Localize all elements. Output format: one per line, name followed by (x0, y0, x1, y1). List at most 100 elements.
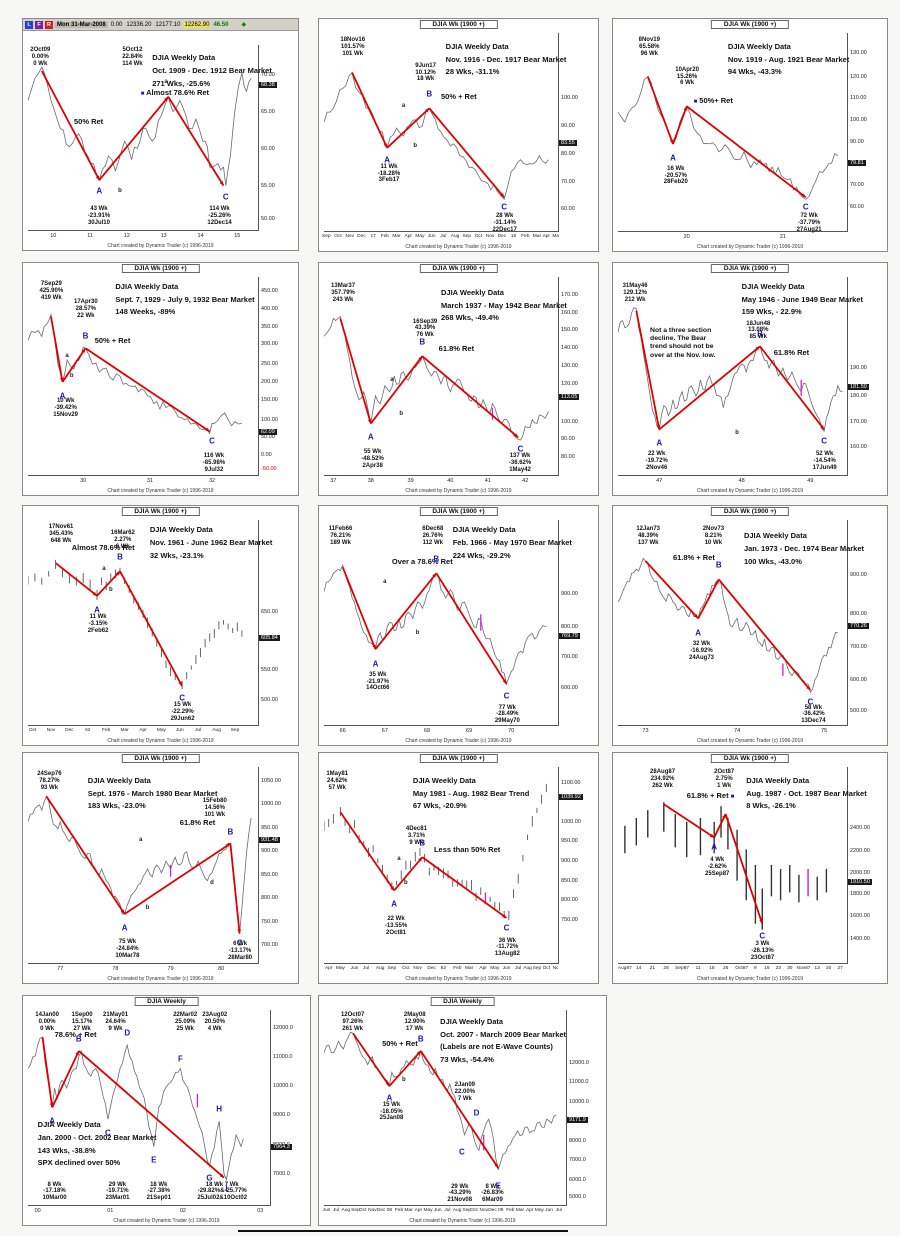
x-axis-label: Jul (515, 966, 522, 971)
price-chart (27, 1036, 244, 1182)
y-axis-label: 120.00 (850, 73, 867, 80)
x-axis-label: Ma (552, 234, 559, 239)
plot-area (27, 277, 259, 476)
y-axis-label: -50.00 (261, 466, 277, 473)
plot-area (27, 45, 259, 231)
y-axis-label: 800.00 (561, 897, 578, 904)
y-axis-label: 100.00 (261, 416, 278, 423)
plot-area (617, 33, 848, 232)
x-axis-label: Nov (46, 728, 56, 733)
y-axis-label: 8000.0 (569, 1137, 586, 1144)
toolbar-button-r[interactable]: R (45, 20, 53, 29)
x-axis-label: 00 (34, 1208, 41, 1214)
toolbar-button-l[interactable]: L (25, 20, 33, 29)
x-axis-label: 69 (466, 728, 473, 734)
x-axis-label: Aug (450, 234, 460, 239)
plot-area (323, 1010, 567, 1206)
x-axis-label: Jul (195, 728, 202, 733)
y-axis-label: 170.00 (561, 291, 578, 298)
bottom-divider-line (238, 1230, 568, 1232)
y-axis-label: 500.00 (850, 707, 867, 714)
x-axis-label: Apr (414, 1208, 423, 1213)
y-axis-label: 100.00 (850, 117, 867, 124)
y-axis-label: 160.00 (561, 309, 578, 316)
x-axis-label: Oct (28, 728, 37, 733)
x-axis-label: Sep (462, 1208, 472, 1213)
last-price-tag: 770.26 (848, 622, 869, 629)
y-axis-label: 750.00 (261, 918, 278, 925)
y-axis-label: 700.00 (261, 942, 278, 949)
y-axis-label: 950.00 (561, 838, 578, 845)
x-axis-label: May (423, 1208, 433, 1213)
y-axis-label: 160.00 (850, 444, 867, 451)
plot-area (27, 520, 259, 726)
x-axis-label: Sep (351, 1208, 360, 1213)
y-axis-label: 700.00 (850, 644, 867, 651)
chart-panel-2007: DJIA Weekly 12Oct07 97.26% 261 Wk 2May08 12.9… (318, 995, 607, 1226)
panel-title: DJIA Wk (1900 +) (121, 264, 200, 273)
panel-title: DJIA Weekly (430, 997, 495, 1006)
price-chart (27, 559, 243, 690)
y-axis-label: 400.00 (261, 305, 278, 312)
y-axis-label: 850.00 (561, 877, 578, 884)
x-axis-label: 27 (837, 966, 843, 971)
toolbar-button-f[interactable]: F (35, 20, 43, 29)
x-axis-label: Apr (542, 234, 551, 239)
x-axis-label: May (415, 234, 425, 239)
x-axis-label: 70 (508, 728, 515, 734)
x-axis-label: 77 (57, 966, 64, 972)
x-axis-label: Dec (427, 966, 436, 971)
chart-credit: Chart created by Dynamic Trader (c) 1996… (696, 244, 804, 250)
x-axis-label: Dec (357, 234, 366, 239)
quote-value: 46.50 (213, 21, 229, 28)
chart-credit: Chart created by Dynamic Trader (c) 1996… (107, 243, 214, 249)
x-axis-label: Oct (542, 966, 551, 971)
y-axis-label: 150.00 (261, 396, 278, 403)
x-axis-label: Dec (65, 728, 74, 733)
x-axis-label: Sep (322, 234, 331, 239)
chart-panel-1919: DJIA Wk (1900 +) 8Nov19 65.58% 96 Wk 10Apr20… (612, 18, 888, 252)
chart-panel-1929: DJIA Wk (1900 +) 7Sep29 425.90% 419 Wk 17Apr… (22, 262, 299, 496)
x-axis-label: Aug87 (617, 966, 632, 971)
y-axis-label: 1600.00 (850, 912, 870, 919)
last-price-tag: 62.09 (259, 429, 277, 436)
last-price-tag: 79.81 (848, 159, 866, 166)
plot-area (617, 277, 848, 476)
x-axis-label: 82 (440, 966, 446, 971)
x-axis-label: Mar (120, 728, 129, 733)
chart-credit: Chart created by Dynamic Trader (c) 1996… (107, 488, 214, 494)
x-axis-label: Feb (394, 1208, 404, 1213)
x-axis-label: Apr (139, 728, 147, 733)
chart-panel-1987: DJIA Wk (1900 +) 28Aug87 234.92% 262 Wk 2Oct… (612, 752, 888, 984)
price-chart (27, 313, 242, 435)
x-axis-label: Oct (358, 1208, 367, 1213)
chart-credit: Chart created by Dynamic Trader (c) 1996… (409, 1218, 516, 1224)
y-axis-label: 50.00 (261, 215, 275, 222)
chart-panel-1937: DJIA Wk (1900 +) 13Mar37 357.79% 243 Wk 16Se… (318, 262, 599, 496)
y-axis-label: 100.00 (561, 418, 578, 425)
x-axis-label: 21 (649, 966, 656, 971)
x-axis-label: Oct (474, 234, 483, 239)
plot-area (27, 767, 259, 964)
x-axis-label: Jul (363, 966, 370, 971)
x-axis-label: Jul (440, 234, 447, 239)
x-axis-label: Nov (479, 1208, 488, 1213)
y-axis-label: 950.00 (261, 824, 278, 831)
panel-title: DJIA Wk (1900 +) (121, 507, 200, 516)
x-axis-label: Aug (375, 966, 385, 971)
x-axis-label: 48 (738, 478, 745, 484)
last-price-tag: 1039.92 (559, 794, 583, 801)
plot-area (617, 520, 848, 726)
panel-title: DJIA Wk (1900 +) (419, 507, 498, 516)
x-axis-label: 13 (814, 966, 820, 971)
x-axis-label: Jun (427, 234, 436, 239)
chart-panel-1981: DJIA Wk (1900 +) 1May81 24.62% 57 Wk 4Dec81 3… (318, 752, 599, 984)
last-price-tag: 1910.50 (848, 878, 872, 885)
last-price-tag: 113.05 (559, 393, 580, 400)
price-chart (323, 1031, 557, 1171)
chart-credit: Chart created by Dynamic Trader (c) 1996… (696, 738, 804, 744)
price-chart (617, 75, 839, 200)
y-axis-label: 65.00 (261, 108, 275, 115)
x-axis-label: Nov (345, 234, 354, 239)
